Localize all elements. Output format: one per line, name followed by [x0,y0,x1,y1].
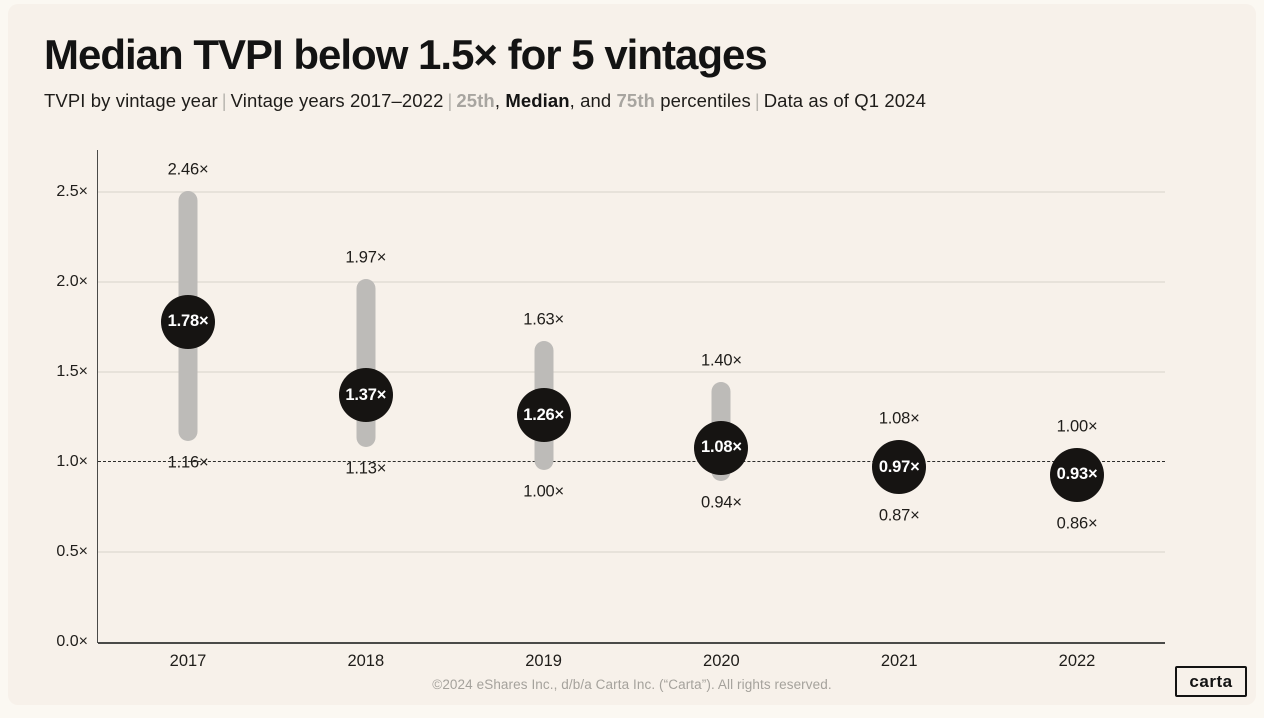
subtitle-segment: , and [569,90,617,111]
p25-value-label: 1.00× [523,482,564,501]
subtitle-segment: | [221,90,227,111]
y-axis-tick-label: 2.5× [56,183,88,200]
p75-value-label: 2.46× [167,160,209,179]
carta-logo: carta [1175,666,1247,697]
median-dot: 1.78× [161,294,215,349]
p75-value-label: 1.00× [1056,417,1098,436]
chart-subtitle: TVPI by vintage year | Vintage years 2017–… [44,90,926,112]
x-axis-year-label: 2020 [703,652,740,670]
subtitle-segment: | [754,90,760,111]
subtitle-segment: Data as of Q1 2024 [763,90,926,111]
gridline [98,281,1165,283]
x-axis-year-label: 2021 [880,652,918,670]
p25-value-label: 0.87× [878,506,920,525]
subtitle-segment: percentiles [655,90,751,111]
subtitle-segment: TVPI by vintage year [44,90,218,111]
gridline [98,551,1165,553]
x-axis-year-label: 2018 [347,652,385,670]
subtitle-segment: Vintage years 2017–2022 [230,90,444,111]
median-dot: 1.08× [694,420,749,475]
p75-value-label: 1.40× [701,351,742,370]
reference-line-1x [98,461,1165,463]
median-dot: 1.26× [516,388,571,443]
p75-value-label: 1.08× [878,409,920,428]
median-dot: 1.37× [338,368,393,423]
x-axis-year-label: 2017 [169,652,207,670]
chart-title: Median TVPI below 1.5× for 5 vintages [44,31,768,78]
p75-value-label: 1.63× [523,310,564,329]
y-axis-tick-label: 1.5× [56,363,88,380]
p25-value-label: 1.13× [345,459,387,478]
x-axis-spine [98,642,1165,644]
subtitle-segment: , [494,90,506,111]
subtitle-segment: | [447,90,453,111]
p25-value-label: 0.94× [701,493,742,512]
gridline [98,371,1165,373]
x-axis-year-label: 2019 [525,652,562,670]
subtitle-segment: 75th [616,90,655,111]
y-axis-tick-label: 0.0× [56,633,88,650]
subtitle-segment: Median [505,90,570,111]
p25-value-label: 0.86× [1056,514,1098,533]
median-dot: 0.97× [872,440,927,495]
p25-value-label: 1.16× [167,453,209,472]
p75-value-label: 1.97× [345,248,387,267]
copyright-text: ©2024 eShares Inc., d/b/a Carta Inc. (“C… [432,677,832,692]
chart-card [8,4,1256,705]
y-axis-tick-label: 2.0× [56,273,88,290]
y-axis-tick-label: 1.0× [56,453,88,470]
x-axis-year-label: 2022 [1058,652,1096,670]
subtitle-segment: 25th [456,90,495,111]
median-dot: 0.93× [1050,447,1104,502]
y-axis-spine [96,150,98,643]
y-axis-tick-label: 0.5× [56,543,88,560]
gridline [98,191,1165,193]
